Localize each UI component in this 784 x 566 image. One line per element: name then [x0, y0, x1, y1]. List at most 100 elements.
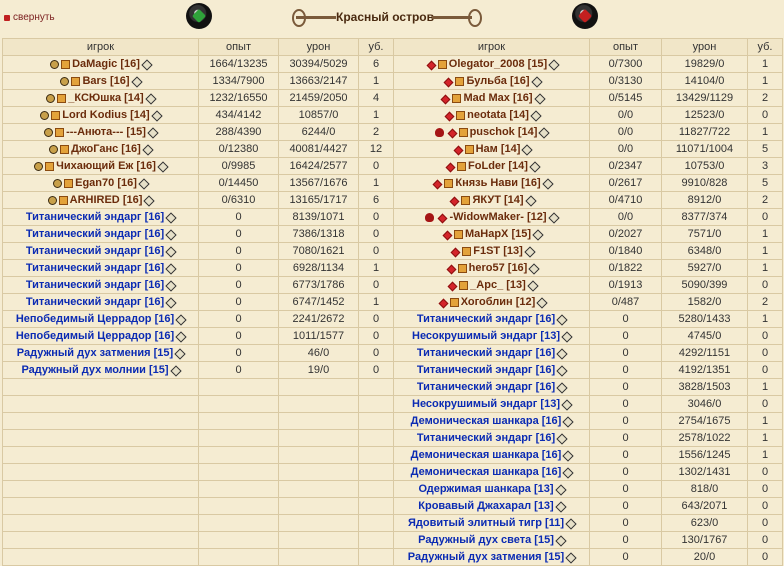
info-icon[interactable]: [165, 212, 177, 224]
info-icon[interactable]: [175, 314, 187, 326]
player-name[interactable]: Титанический эндарг: [416, 432, 533, 444]
info-icon[interactable]: [532, 229, 544, 241]
player-name[interactable]: Титанический эндарг: [416, 313, 533, 325]
info-icon[interactable]: [530, 110, 542, 122]
info-icon[interactable]: [142, 144, 154, 156]
player-name[interactable]: Титанический эндарг: [25, 262, 142, 274]
info-icon[interactable]: [565, 552, 577, 564]
info-icon[interactable]: [174, 348, 186, 360]
player-name[interactable]: Olegator_2008: [448, 58, 525, 70]
info-icon[interactable]: [541, 178, 554, 190]
player-name[interactable]: Ядовитый элитный тигр: [407, 517, 542, 529]
player-name[interactable]: hero57: [468, 262, 505, 274]
player-name[interactable]: Титанический эндарг: [25, 211, 142, 223]
dmg-cell: 8139/1071: [278, 208, 359, 226]
info-icon[interactable]: [565, 518, 577, 530]
info-icon[interactable]: [562, 416, 574, 428]
player-name[interactable]: Хогоблин: [460, 296, 513, 308]
player-name[interactable]: Mad Max: [463, 92, 510, 104]
info-icon[interactable]: [169, 365, 182, 377]
collapse-link[interactable]: свернуть: [4, 12, 55, 23]
player-name[interactable]: Титанический эндарг: [25, 279, 142, 291]
player-name[interactable]: Бульба: [466, 75, 507, 87]
player-name[interactable]: Нам: [475, 143, 498, 155]
info-icon[interactable]: [529, 161, 541, 173]
player-name[interactable]: _Apc_: [470, 279, 504, 291]
player-name[interactable]: Титанический эндарг: [416, 381, 533, 393]
info-icon[interactable]: [547, 212, 560, 224]
player-name[interactable]: Lord Kodius: [62, 109, 128, 121]
info-icon[interactable]: [562, 467, 574, 479]
player-name[interactable]: Радужный дух затмения: [16, 347, 151, 359]
player-name[interactable]: Титанический эндарг: [416, 347, 533, 359]
info-icon[interactable]: [556, 314, 568, 326]
info-icon[interactable]: [561, 331, 573, 343]
player-name[interactable]: neotata: [467, 109, 507, 121]
info-icon[interactable]: [538, 127, 551, 139]
info-icon[interactable]: [554, 484, 567, 496]
player-name[interactable]: ---Анюта---: [66, 126, 124, 138]
player-name[interactable]: Радужный дух затмения: [407, 551, 542, 563]
player-name[interactable]: Радужный дух молнии: [21, 364, 146, 376]
player-name[interactable]: -WidowMaker-: [449, 211, 524, 223]
info-icon[interactable]: [165, 297, 177, 309]
player-name[interactable]: Egan70: [75, 177, 115, 189]
player-name[interactable]: Одержимая шанкара: [418, 483, 531, 495]
info-icon[interactable]: [524, 246, 536, 258]
player-name[interactable]: puschok: [469, 126, 515, 138]
player-name[interactable]: Непобедимый Церрадор: [15, 313, 152, 325]
info-icon[interactable]: [141, 59, 153, 71]
player-name[interactable]: ДжоГанс: [71, 143, 119, 155]
info-icon[interactable]: [536, 297, 548, 309]
info-icon[interactable]: [524, 195, 537, 207]
info-icon[interactable]: [548, 59, 560, 71]
info-icon[interactable]: [556, 433, 568, 445]
info-icon[interactable]: [561, 399, 573, 411]
info-icon[interactable]: [556, 365, 568, 377]
player-name[interactable]: Кровавый Джахарал: [418, 500, 532, 512]
player-name[interactable]: Титанический эндарг: [416, 364, 533, 376]
info-icon[interactable]: [556, 382, 568, 394]
info-icon[interactable]: [555, 535, 567, 547]
info-icon[interactable]: [138, 178, 150, 190]
player-name[interactable]: Демоническая шанкара: [410, 415, 539, 427]
info-icon[interactable]: [151, 110, 163, 122]
info-icon[interactable]: [157, 161, 169, 173]
player-name[interactable]: Чихающий Еж: [56, 160, 134, 172]
player-name[interactable]: FoLder: [468, 160, 506, 172]
player-name[interactable]: F1ST: [473, 245, 501, 257]
info-icon[interactable]: [165, 246, 177, 258]
info-icon[interactable]: [556, 348, 568, 360]
player-name[interactable]: Bars: [82, 75, 107, 87]
player-name[interactable]: Титанический эндарг: [25, 296, 142, 308]
player-name[interactable]: DaMagic: [72, 58, 118, 70]
player-name[interactable]: MaHapX: [464, 228, 509, 240]
player-name[interactable]: ЯКУТ: [472, 194, 501, 206]
info-icon[interactable]: [165, 263, 177, 275]
player-name[interactable]: Князь Нави: [455, 177, 519, 189]
info-icon[interactable]: [165, 280, 177, 292]
player-name[interactable]: Демоническая шанкара: [410, 449, 539, 461]
player-name[interactable]: _КСЮшка: [68, 92, 122, 104]
info-icon[interactable]: [147, 127, 159, 139]
info-icon[interactable]: [527, 280, 539, 292]
info-icon[interactable]: [555, 501, 567, 513]
info-icon[interactable]: [165, 229, 177, 241]
player-name[interactable]: ARHIRED: [69, 194, 120, 206]
player-name[interactable]: Демоническая шанкара: [410, 466, 539, 478]
info-icon[interactable]: [143, 195, 156, 207]
info-icon[interactable]: [521, 144, 534, 156]
info-icon[interactable]: [562, 450, 574, 462]
info-icon[interactable]: [175, 331, 187, 343]
player-name[interactable]: Непобедимый Церрадор: [15, 330, 152, 342]
player-name[interactable]: Титанический эндарг: [25, 228, 142, 240]
info-icon[interactable]: [145, 93, 157, 105]
info-icon[interactable]: [530, 76, 543, 88]
info-icon[interactable]: [528, 263, 541, 275]
player-name[interactable]: Несокрушимый эндарг: [412, 330, 538, 342]
player-name[interactable]: Титанический эндарг: [25, 245, 142, 257]
player-name[interactable]: Несокрушимый эндарг: [412, 398, 538, 410]
info-icon[interactable]: [533, 93, 546, 105]
info-icon[interactable]: [130, 76, 143, 88]
player-name[interactable]: Радужный дух света: [418, 534, 532, 546]
